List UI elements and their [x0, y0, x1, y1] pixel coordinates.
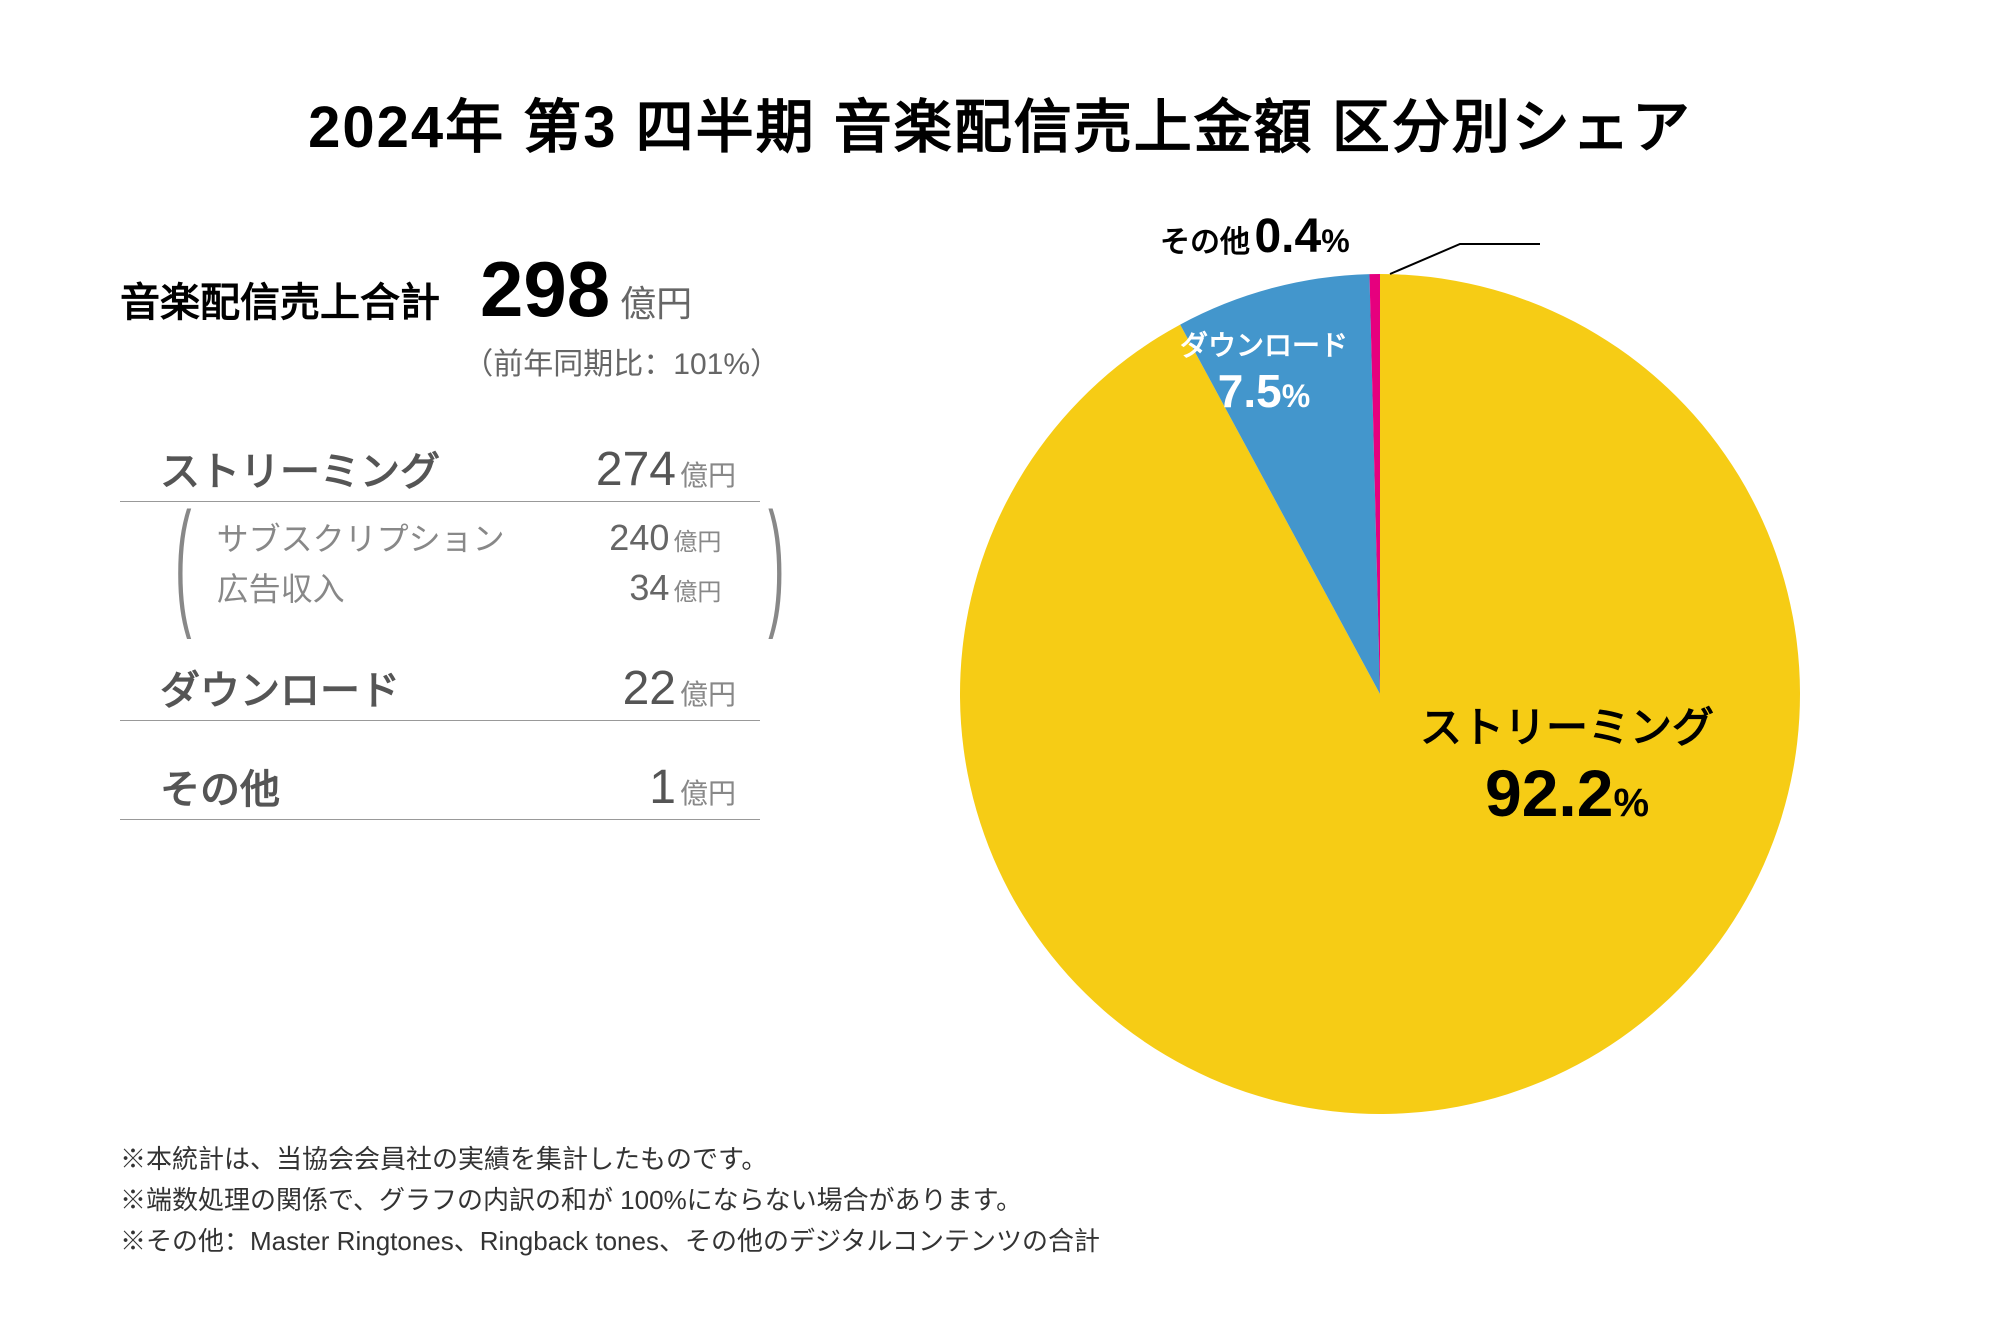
- subscription-value: 240: [609, 517, 669, 559]
- streaming-label: ストリーミング: [160, 439, 596, 497]
- other-row: その他 1 億円: [120, 751, 760, 820]
- other-value: 1: [649, 760, 676, 815]
- subscription-row: サブスクリプション 240 億円: [217, 512, 744, 562]
- other-slice-label: その他 0.4%: [1160, 209, 1350, 264]
- streaming-slice-label: ストリーミング 92.2%: [1420, 694, 1714, 831]
- total-unit: 億円: [620, 275, 692, 327]
- footnote-3: ※その他：Master Ringtones、Ringback tones、その他…: [120, 1222, 1100, 1261]
- download-slice-label: ダウンロード 7.5%: [1180, 324, 1348, 418]
- total-row: 音楽配信売上合計 298 億円: [120, 244, 860, 335]
- other-pct-sym: %: [1321, 223, 1349, 259]
- paren-right: ): [769, 520, 785, 604]
- download-slice-name: ダウンロード: [1180, 324, 1348, 364]
- total-value: 298: [480, 244, 610, 335]
- ad-value: 34: [629, 567, 669, 609]
- download-row: ダウンロード 22 億円: [120, 652, 760, 721]
- download-pct-sym: %: [1282, 378, 1310, 414]
- download-unit: 億円: [680, 673, 760, 713]
- other-label: その他: [160, 757, 649, 815]
- ad-label: 広告収入: [217, 564, 630, 610]
- sub-rows: サブスクリプション 240 億円 広告収入 34 億円: [207, 512, 754, 612]
- footnote-2: ※端数処理の関係で、グラフの内訳の和が 100%にならない場合があります。: [120, 1181, 1100, 1220]
- footnotes: ※本統計は、当協会会員社の実績を集計したものです。 ※端数処理の関係で、グラフの…: [120, 1140, 1100, 1263]
- other-unit: 億円: [680, 772, 760, 812]
- subscription-unit: 億円: [673, 522, 743, 557]
- streaming-slice-pct: 92.2: [1485, 756, 1613, 830]
- other-slice-pct: 0.4: [1254, 210, 1321, 263]
- streaming-unit: 億円: [680, 454, 760, 494]
- summary-panel: 音楽配信売上合計 298 億円 （前年同期比：101%） ストリーミング 274…: [120, 224, 860, 826]
- ad-row: 広告収入 34 億円: [217, 562, 744, 612]
- footnote-1: ※本統計は、当協会会員社の実績を集計したものです。: [120, 1140, 1100, 1179]
- streaming-pct-sym: %: [1613, 781, 1649, 825]
- pie-chart-area: その他 0.4% ダウンロード 7.5% ストリーミング 92.2%: [900, 224, 1880, 1124]
- streaming-subgroup: ( サブスクリプション 240 億円 広告収入 34 億円 ): [160, 512, 800, 612]
- subscription-label: サブスクリプション: [217, 514, 610, 560]
- ad-unit: 億円: [673, 572, 743, 607]
- download-value: 22: [623, 661, 676, 716]
- streaming-row: ストリーミング 274 億円: [120, 433, 760, 502]
- total-label: 音楽配信売上合計: [120, 270, 440, 328]
- callout-line: [900, 224, 1800, 424]
- other-slice-name: その他: [1160, 226, 1250, 259]
- streaming-slice-name: ストリーミング: [1420, 694, 1714, 755]
- content-row: 音楽配信売上合計 298 億円 （前年同期比：101%） ストリーミング 274…: [120, 224, 1880, 1124]
- streaming-value: 274: [596, 442, 676, 497]
- paren-left: (: [175, 520, 191, 604]
- download-label: ダウンロード: [160, 658, 623, 716]
- chart-title: 2024年 第3 四半期 音楽配信売上金額 区分別シェア: [120, 80, 1880, 164]
- chart-container: 2024年 第3 四半期 音楽配信売上金額 区分別シェア 音楽配信売上合計 29…: [0, 0, 2000, 1333]
- yoy-text: （前年同期比：101%）: [120, 339, 860, 383]
- download-slice-pct: 7.5: [1218, 365, 1282, 417]
